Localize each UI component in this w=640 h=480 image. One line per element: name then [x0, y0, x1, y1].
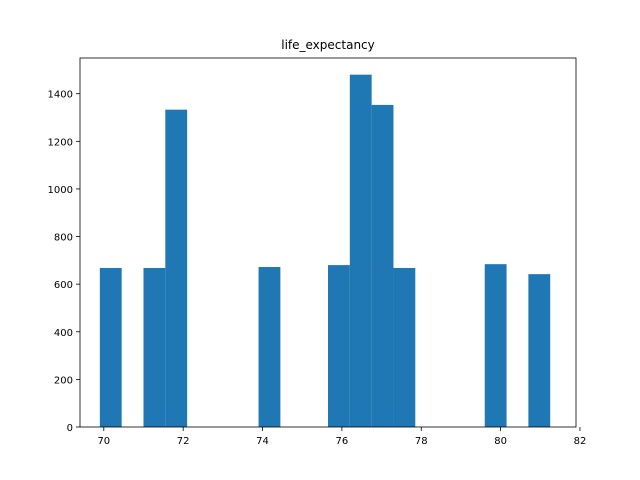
- x-tick-label: 82: [574, 436, 587, 447]
- histogram-bar: [371, 104, 394, 427]
- histogram-bar: [393, 267, 416, 427]
- y-tick-label: 0: [67, 423, 73, 434]
- x-tick-label: 76: [336, 436, 349, 447]
- x-axis: 70 72 74 76 78 80 82: [97, 427, 586, 447]
- x-tick-label: 72: [177, 436, 190, 447]
- y-tick-label: 800: [54, 233, 73, 244]
- y-tick-label: 1200: [48, 137, 73, 148]
- x-tick-label: 80: [494, 436, 507, 447]
- x-tick-label: 70: [97, 436, 110, 447]
- plot-frame: [79, 57, 577, 428]
- histogram-bar: [349, 74, 372, 427]
- y-tick-label: 1400: [48, 90, 73, 101]
- histogram-bar: [99, 267, 122, 427]
- x-tick-label: 78: [415, 436, 428, 447]
- histogram-bar: [143, 267, 166, 427]
- histogram-bar: [484, 264, 507, 427]
- y-tick-label: 200: [54, 375, 73, 386]
- x-tick-label: 74: [256, 436, 269, 447]
- y-tick-label: 600: [54, 280, 73, 291]
- bars-group: [99, 74, 551, 427]
- histogram-bar: [328, 265, 350, 427]
- y-tick-label: 1000: [48, 185, 73, 196]
- histogram-bar: [165, 109, 188, 427]
- chart-title: life_expectancy: [281, 38, 375, 52]
- histogram-bar: [258, 267, 281, 427]
- histogram-bar: [528, 274, 551, 427]
- y-tick-label: 400: [54, 328, 73, 339]
- y-axis: 0 200 400 600 800 1000 1200 1400: [48, 90, 80, 434]
